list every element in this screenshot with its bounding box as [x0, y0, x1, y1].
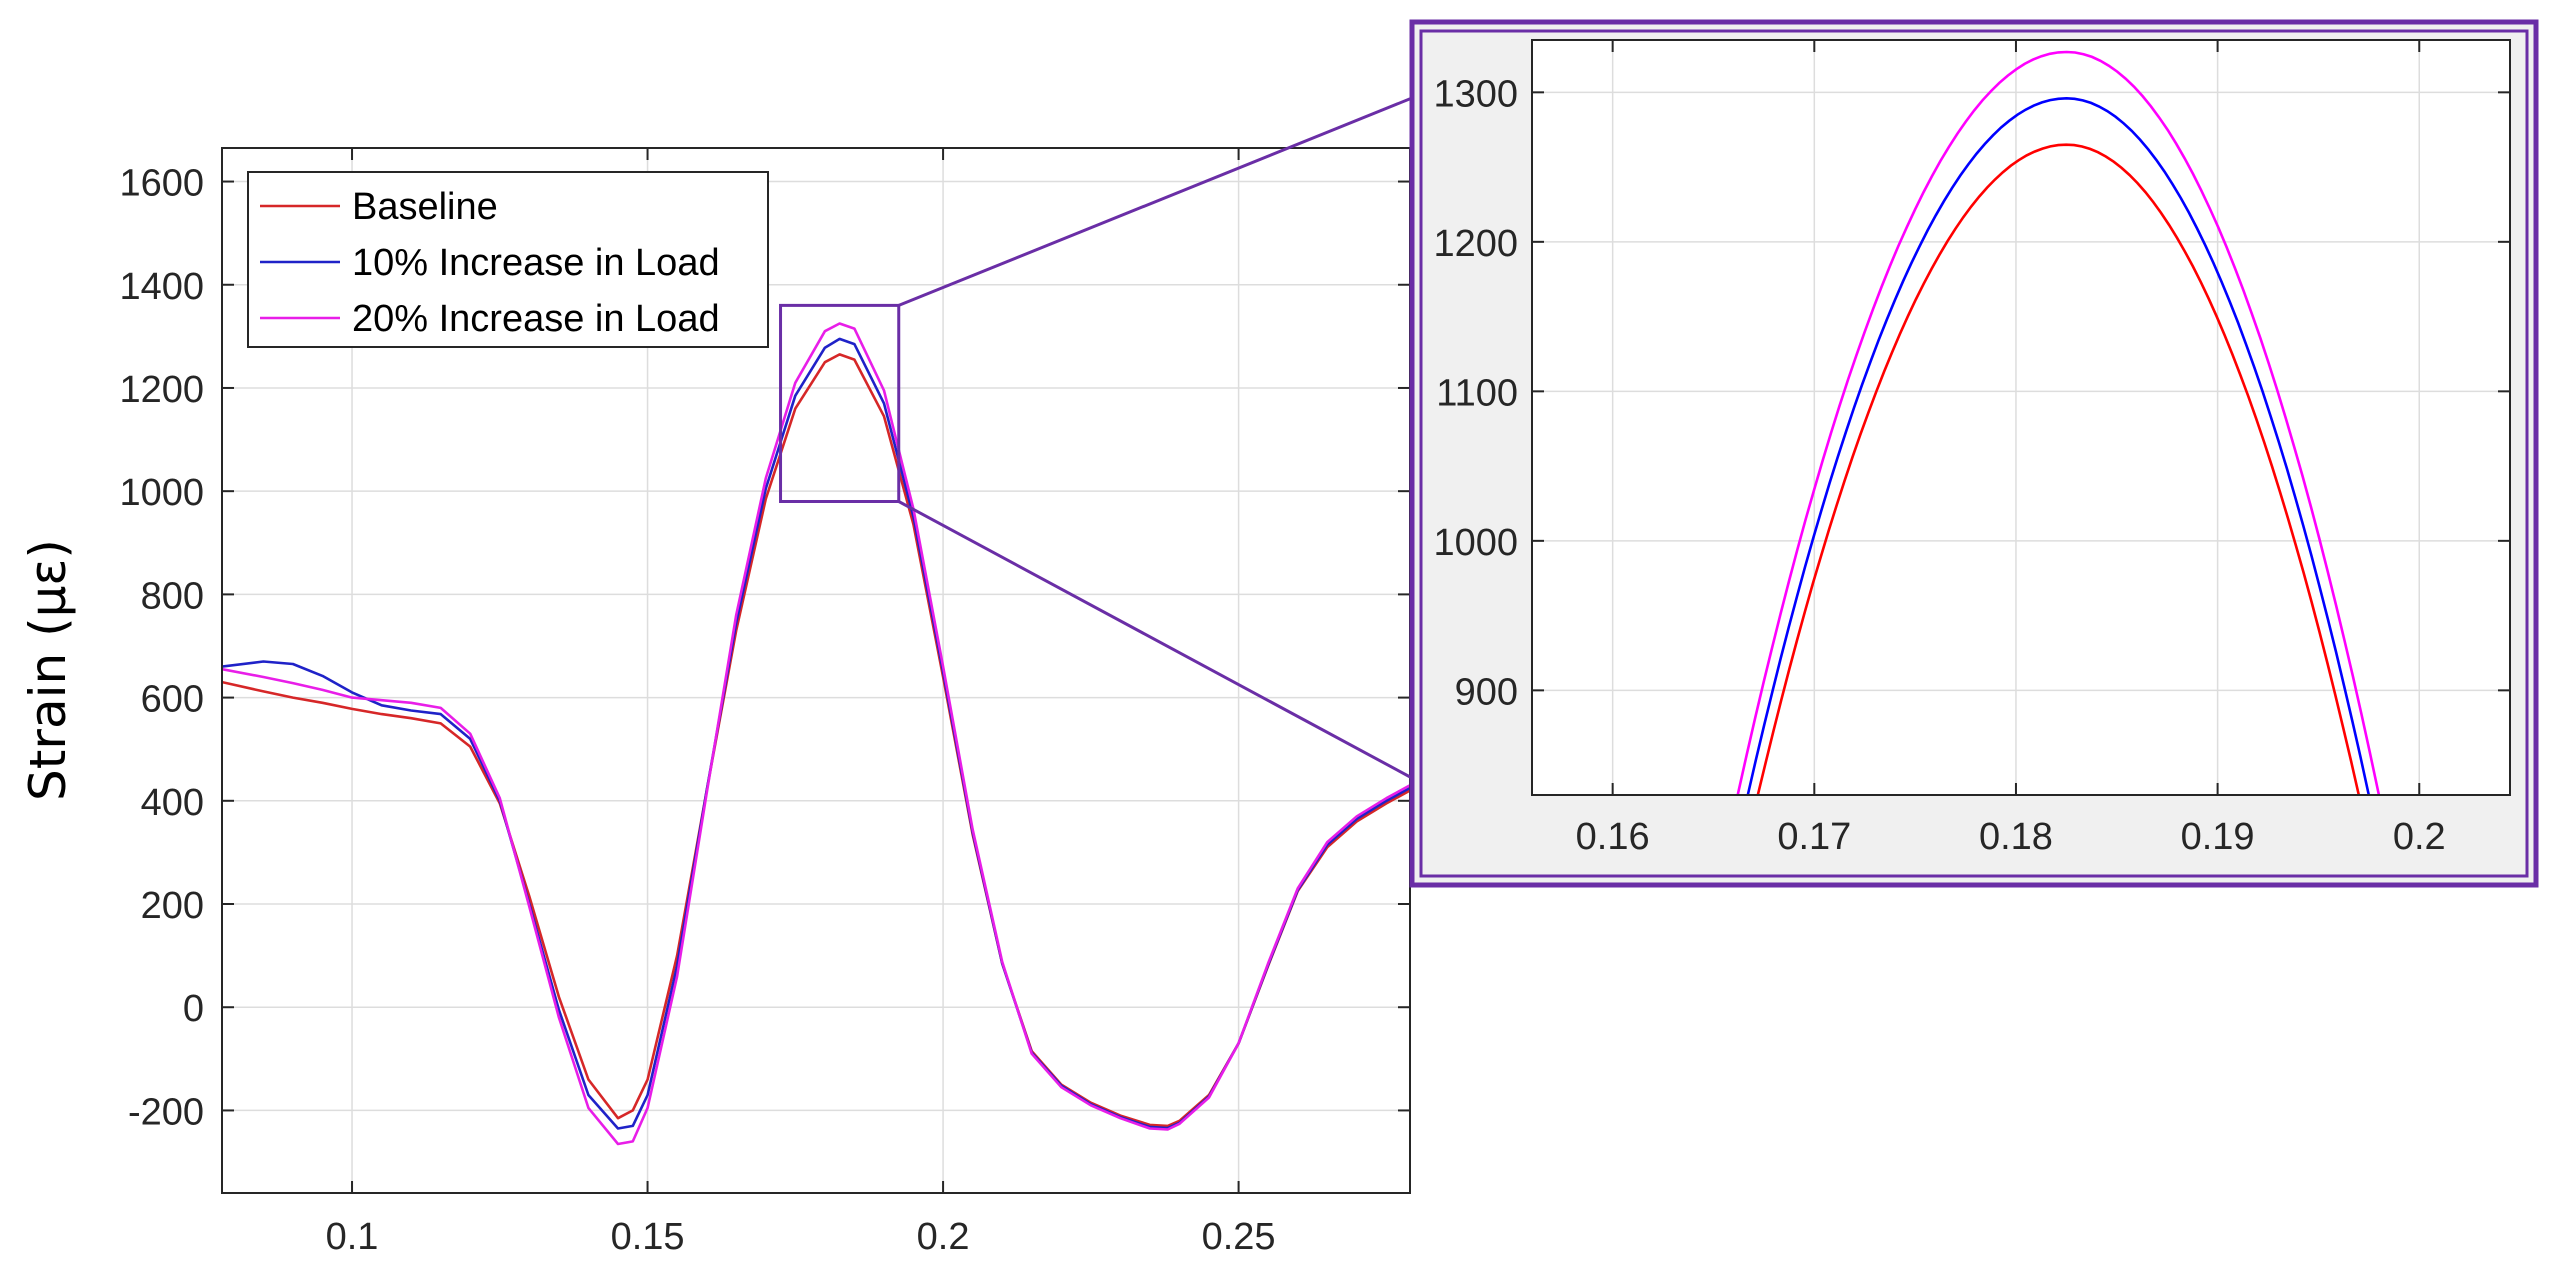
- main-y-axis-label: Strain (με): [19, 539, 77, 801]
- inset-y-tick-label: 900: [1455, 671, 1518, 713]
- main-plot: -200 0 200 400 600 800 1000 1200 1400 1600 0.1 0.15…: [19, 147, 1411, 1258]
- main-y-tick-label: 200: [141, 885, 204, 927]
- main-x-tick-label: 0.1: [326, 1216, 379, 1258]
- main-x-tick-label: 0.2: [917, 1216, 970, 1258]
- inset-series-line-3: [1736, 50, 2381, 795]
- inset-y-tick-label: 1200: [1433, 223, 1518, 265]
- zoom-connector-bottom: [898, 500, 1413, 780]
- inset-y-tick-label: 1300: [1433, 73, 1518, 115]
- inset-series-line-1: [1756, 143, 2361, 795]
- main-y-tick-label: 1600: [119, 163, 204, 205]
- inset-x-tick-label: 0.2: [2393, 816, 2446, 858]
- inset-frame-inner: [1419, 29, 2529, 878]
- legend-label-1: Baseline: [352, 186, 498, 228]
- inset-x-tick-label: 0.16: [1576, 816, 1650, 858]
- main-series-group: [222, 322, 1410, 1146]
- main-x-tick-label: 0.15: [611, 1216, 685, 1258]
- main-y-tick-label: 800: [141, 575, 204, 617]
- main-series-line-3: [222, 322, 1410, 1146]
- inset-y-tick-label: 1000: [1433, 522, 1518, 564]
- zoom-connectors: [898, 96, 1413, 780]
- main-y-tick-label: 400: [141, 782, 204, 824]
- inset-plot: 900 1000 1100 1200 1300 0.16 0.17 0.18 0.19 0.2: [1409, 19, 2539, 888]
- zoom-region-rectangle: [779, 303, 901, 503]
- inset-plot-area: [1532, 40, 2510, 795]
- legend-label-2: 10% Increase in Load: [352, 242, 720, 284]
- inset-x-tick-label: 0.18: [1979, 816, 2053, 858]
- main-y-tick-label: 600: [141, 679, 204, 721]
- main-y-tick-label: 0: [183, 988, 204, 1030]
- inset-series-line-2: [1746, 96, 2371, 795]
- inset-x-tick-label: 0.17: [1777, 816, 1851, 858]
- main-y-tick-label: -200: [128, 1091, 204, 1133]
- main-y-tick-label: 1200: [119, 369, 204, 411]
- zoom-connector-top: [898, 96, 1413, 307]
- inset-y-tick-label: 1100: [1436, 372, 1518, 414]
- inset-x-tick-label: 0.19: [2181, 816, 2255, 858]
- main-y-tick-label: 1000: [119, 472, 204, 514]
- inset-series-group: [1736, 50, 2381, 795]
- legend-label-3: 20% Increase in Load: [352, 298, 720, 340]
- main-y-tick-label: 1400: [119, 266, 204, 308]
- main-x-tick-label: 0.25: [1202, 1216, 1276, 1258]
- inset-axes-box: [1531, 39, 2511, 796]
